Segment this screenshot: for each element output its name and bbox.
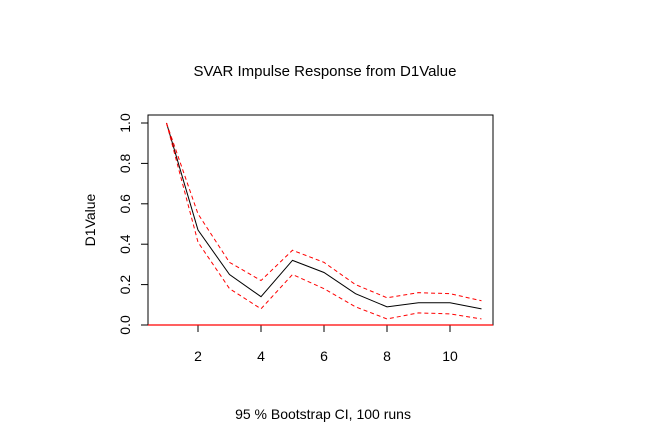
y-tick-label: 0.2 xyxy=(117,275,133,295)
plot-lines xyxy=(148,122,493,326)
chart-title: SVAR Impulse Response from D1Value xyxy=(194,63,457,80)
series-line-response xyxy=(166,122,482,310)
y-axis: 0.0 0.2 0.4 0.6 0.8 1.0 xyxy=(117,113,149,335)
y-tick-label: 0.4 xyxy=(117,234,133,254)
y-tick-label: 0.8 xyxy=(117,153,133,173)
x-tick-label: 10 xyxy=(442,348,458,364)
series-line-upper-ci xyxy=(166,122,482,302)
x-axis: 2 4 6 8 10 xyxy=(194,324,458,364)
x-tick-label: 4 xyxy=(257,348,265,364)
x-tick-label: 2 xyxy=(194,348,202,364)
y-tick-label: 1.0 xyxy=(117,113,133,133)
y-tick-label: 0.6 xyxy=(117,194,133,214)
x-axis-label: 95 % Bootstrap CI, 100 runs xyxy=(235,406,411,422)
series-line-lower-ci xyxy=(166,122,482,320)
x-tick-label: 8 xyxy=(383,348,391,364)
y-axis-label: D1Value xyxy=(82,193,98,246)
y-tick-label: 0.0 xyxy=(117,315,133,335)
x-tick-label: 6 xyxy=(320,348,328,364)
